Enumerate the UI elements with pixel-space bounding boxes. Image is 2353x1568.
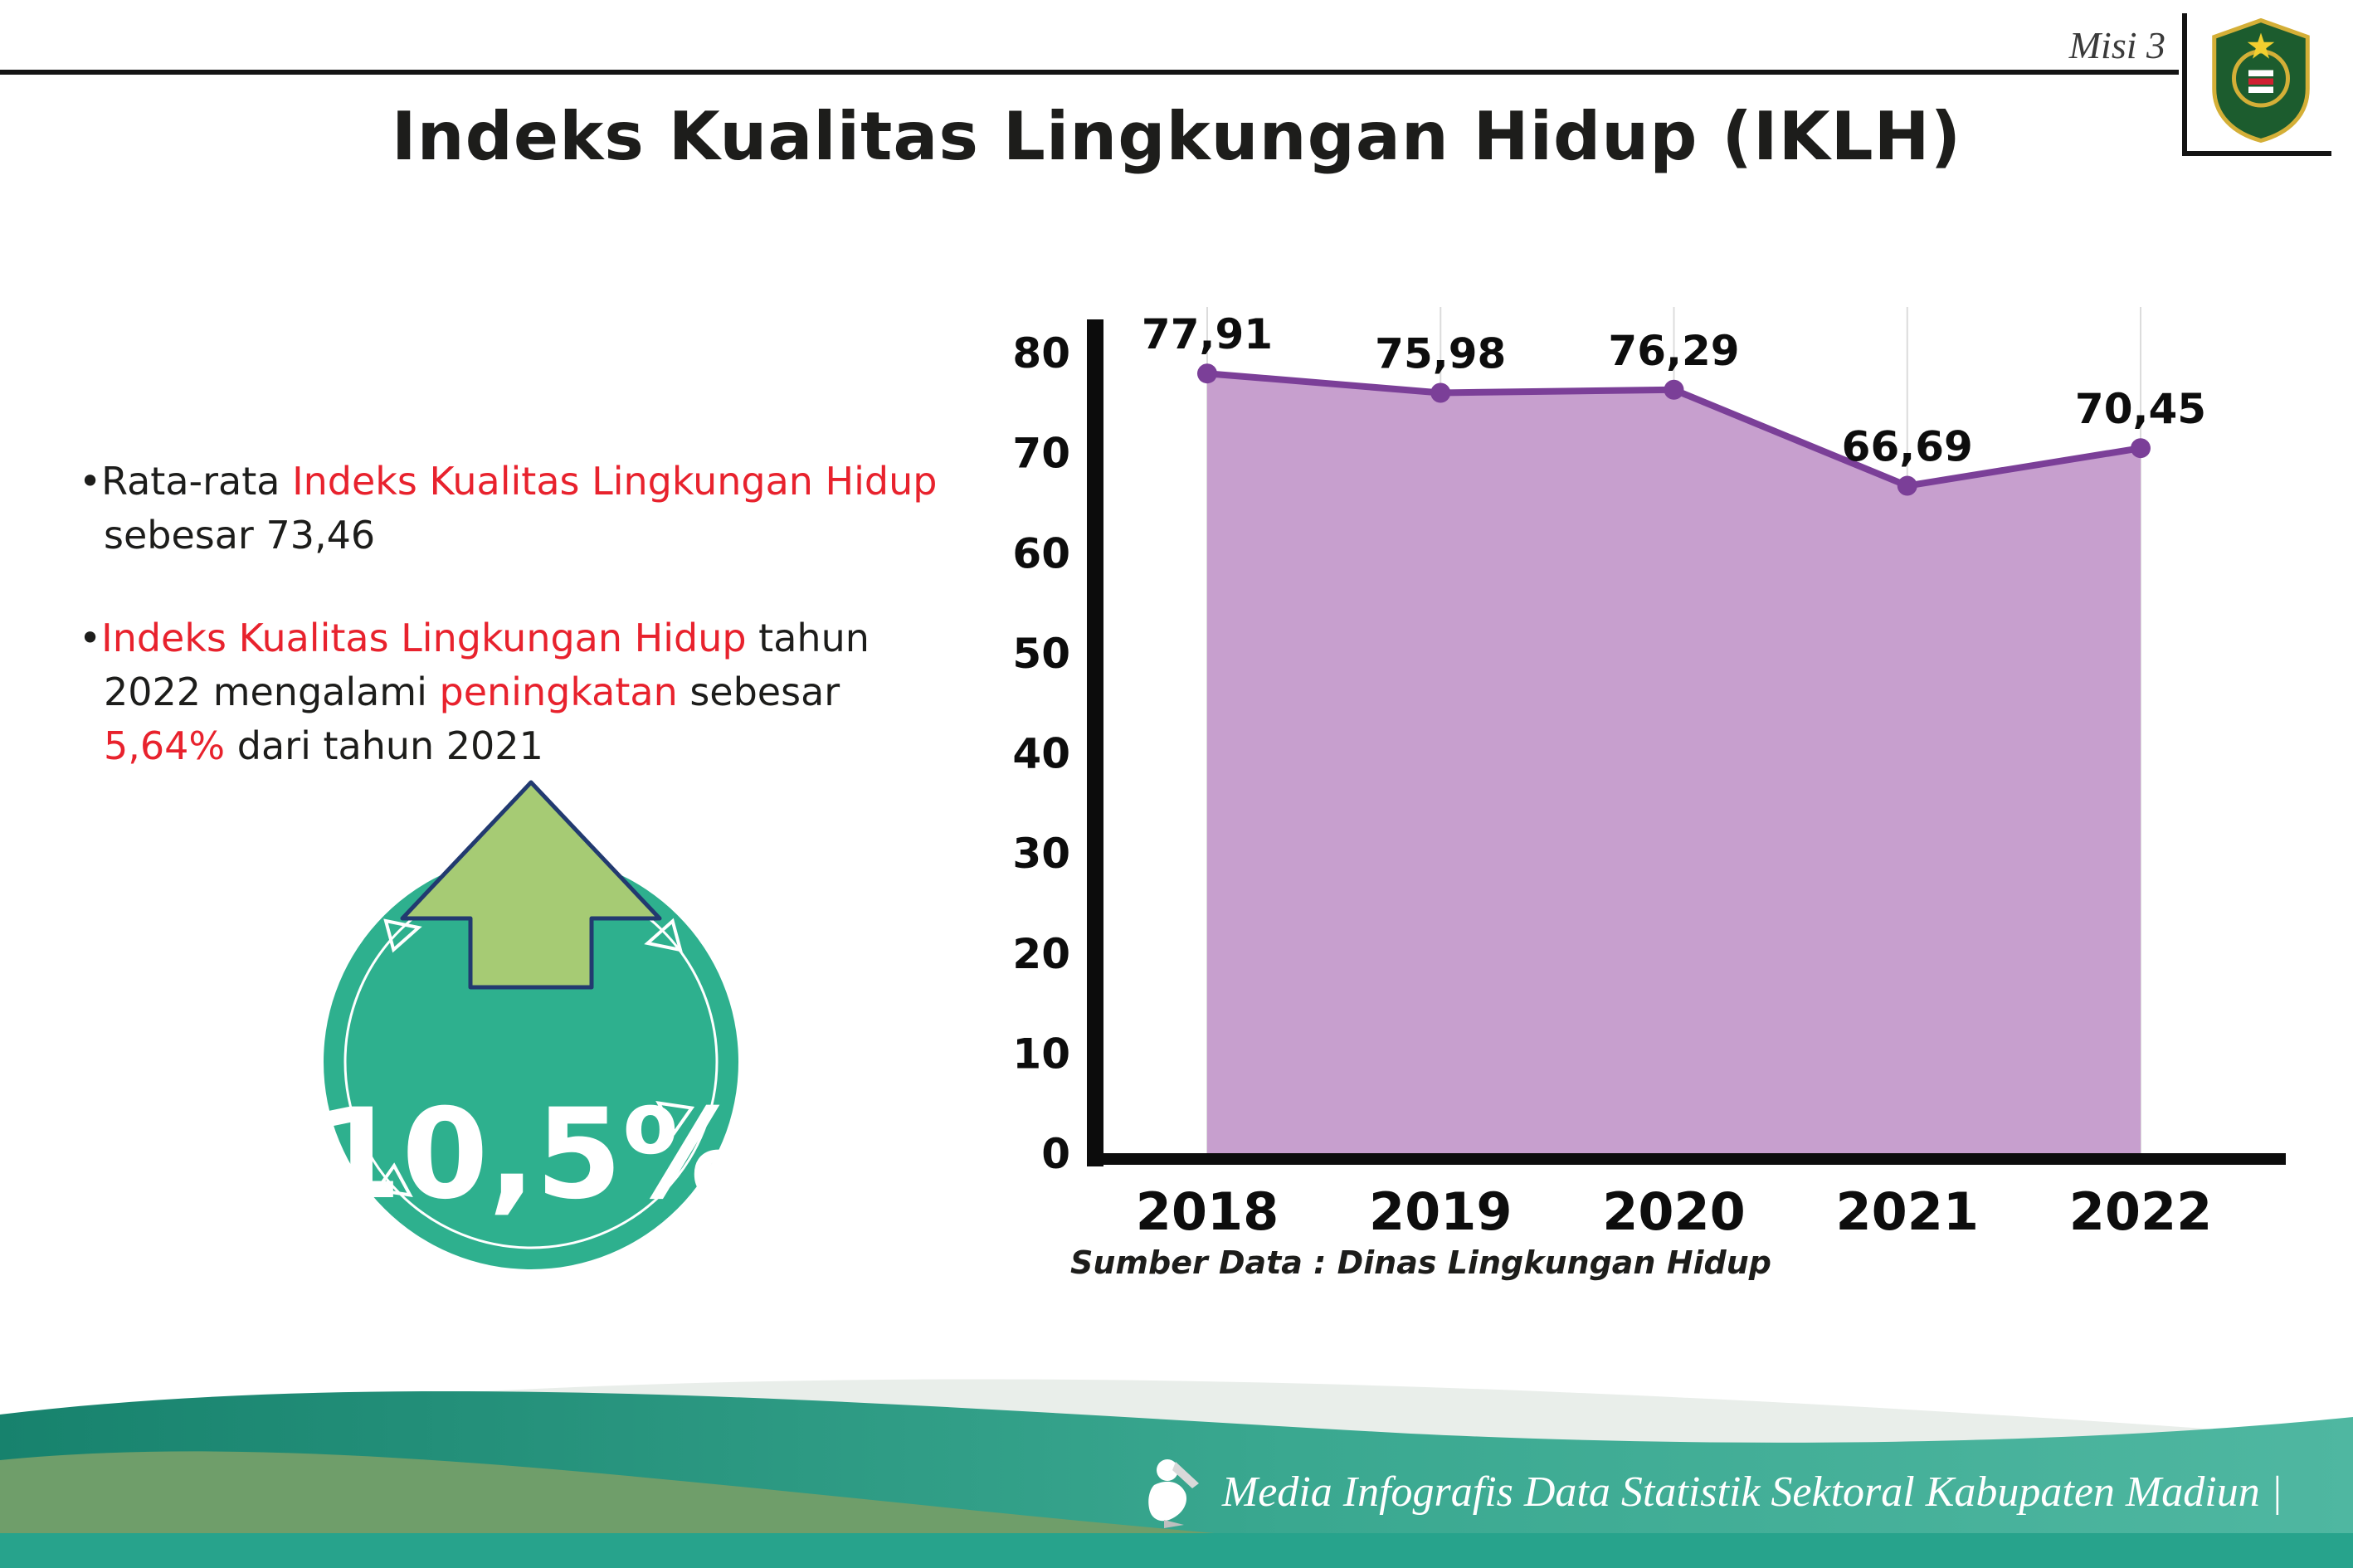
kabupaten-madiun-emblem-icon [2212,18,2310,143]
footer-caption-text: Media Infografis Data Statistik Sektoral… [1221,1468,2282,1516]
footer-caption: Media Infografis Data Statistik Sektoral… [1139,1454,2282,1530]
badge-triangle-accents [373,918,695,1197]
infografis-logo-icon [1148,1459,1199,1528]
bullet2-text-3: dari tahun 2021 [225,723,543,769]
bullet2-text-2: sebesar [677,669,840,714]
bullet1-text-pre: Rata-rata [101,459,293,504]
x-tick-label: 2019 [1369,1181,1513,1242]
bullet-increase-2022: •Indeks Kualitas Lingkungan Hidup tahun … [79,611,967,774]
footer-bottom-bar [0,1533,2353,1568]
y-axis [1087,319,1103,1166]
x-axis [1087,1153,2286,1165]
x-tick-label: 2020 [1602,1181,1746,1242]
logo-frame-horizontal [2182,151,2331,156]
y-tick-label: 40 [1012,730,1070,778]
data-point [1664,379,1684,400]
badge-circle [324,855,738,1269]
bullet2-highlight-1: Indeks Kualitas Lingkungan Hidup [101,615,747,660]
bullet1-highlight: Indeks Kualitas Lingkungan Hidup [292,459,938,504]
misi-label: Misi 3 [2068,24,2165,66]
iklh-chart: 77,91 75,98 76,29 66,69 70,45 0 10 20 30 40 50 60 70… [1012,307,2286,1242]
data-point [1897,475,1917,496]
badge-value: 10,5% [315,1083,747,1227]
emblem-star [2247,32,2275,59]
value-label: 75,98 [1375,329,1506,377]
bullet2-highlight-2: peningkatan [439,669,678,714]
y-tick-label: 10 [1012,1030,1070,1078]
bullet-dot: • [79,615,102,660]
bullet-average-iklh: •Rata-rata Indeks Kualitas Lingkungan Hi… [79,455,967,563]
chart-source: Sumber Data : Dinas Lingkungan Hidup [1070,1244,1771,1281]
up-arrow-icon [400,780,662,990]
increase-badge: 10,5% [315,780,747,1269]
value-label: 70,45 [2075,385,2206,433]
y-tick-label: 0 [1041,1130,1070,1178]
x-tick-label: 2022 [2069,1181,2213,1242]
page-title: Indeks Kualitas Lingkungan Hidup (IKLH) [391,98,1962,175]
bullet2-highlight-3: 5,64% [104,723,226,769]
area-fill [1207,373,2141,1153]
y-tick-label: 70 [1012,430,1070,478]
logo-frame-vertical [2182,13,2187,156]
emblem-stripe-white-2 [2248,86,2273,93]
data-point [1430,382,1451,403]
data-point [2131,438,2151,459]
y-tick-label: 30 [1012,830,1070,878]
y-tick-label: 50 [1012,630,1070,678]
y-tick-label: 60 [1012,529,1070,577]
bullet2-text-1: tahun 2022 mengalami [104,615,870,714]
emblem-stripe-white [2248,70,2273,76]
y-tick-label: 80 [1012,329,1070,377]
data-point [1197,363,1217,384]
value-label: 66,69 [1842,423,1973,471]
emblem-stripe-red [2248,78,2273,85]
y-tick-label: 20 [1012,930,1070,978]
summary-bullets: •Rata-rata Indeks Kualitas Lingkungan Hi… [79,455,967,822]
value-label: 77,91 [1142,310,1273,358]
x-tick-label: 2018 [1136,1181,1279,1242]
bullet-dot: • [79,459,102,504]
top-rule [0,70,2179,75]
bullet1-text-post: sebesar 73,46 [104,513,376,558]
x-tick-label: 2021 [1835,1181,1979,1242]
value-label: 76,29 [1608,327,1739,375]
